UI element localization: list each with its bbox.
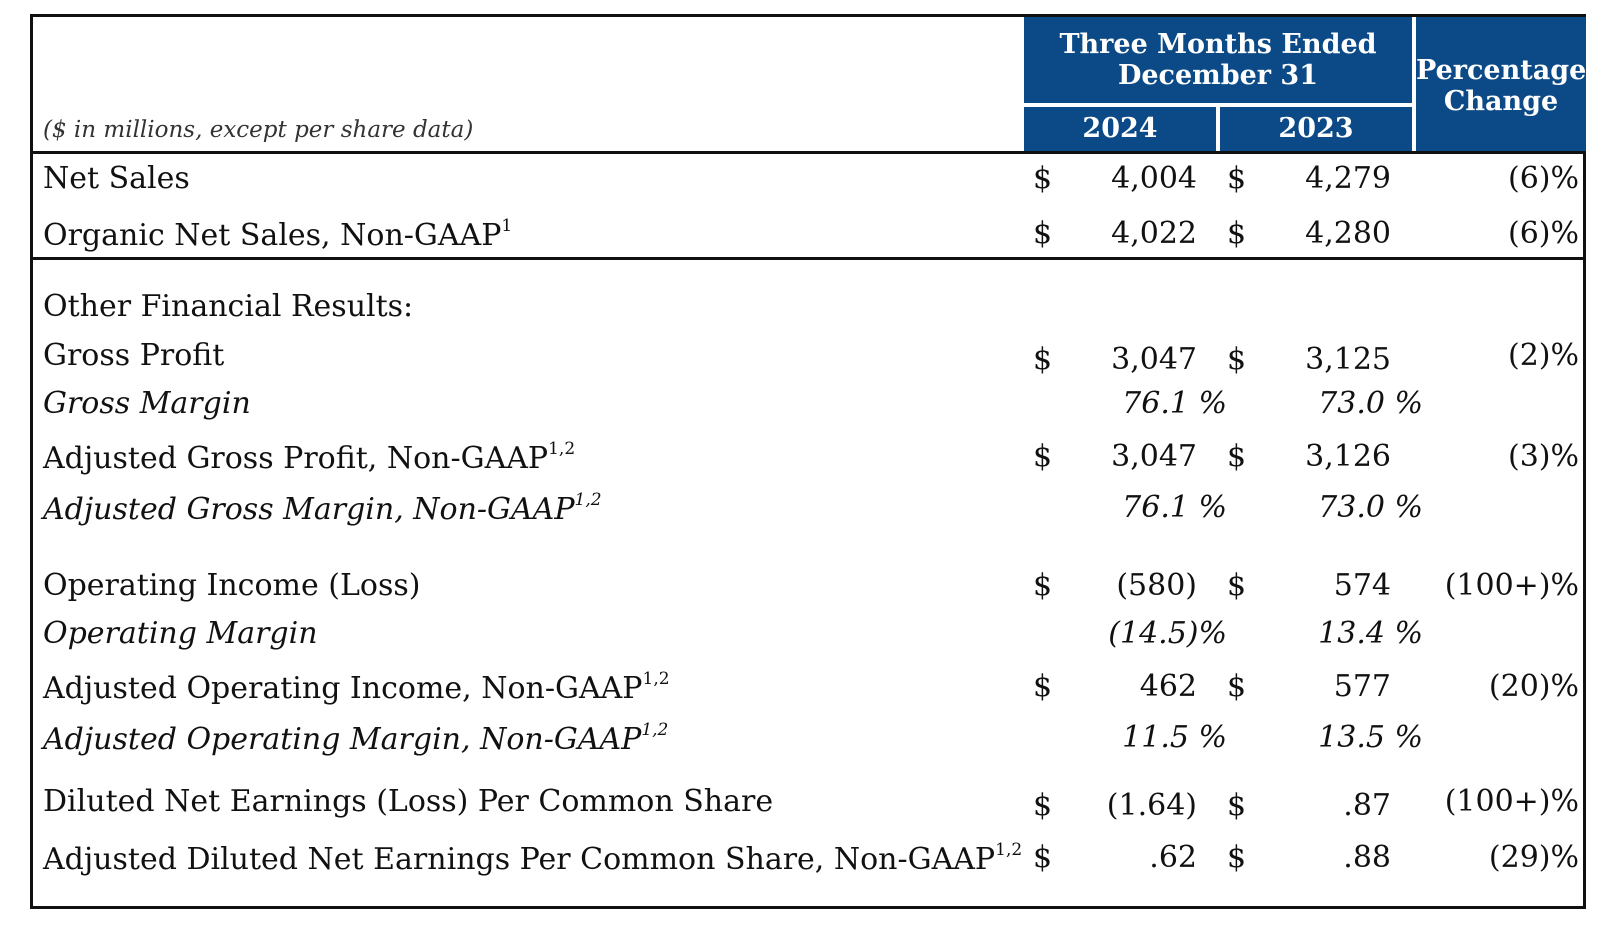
margin-2024: 76.1 % [1122,490,1227,525]
value-2023: 574 [1333,568,1391,603]
row-label: Adjusted Operating Income, Non-GAAP1,2 [43,669,670,706]
value-2023: .88 [1343,840,1391,875]
row-label: Gross Profit [43,338,225,373]
units-note: ($ in millions, except per share data) [43,117,474,143]
year-2023-header: 2023 [1220,107,1412,151]
percentage-change: (29)% [1488,840,1579,875]
table-row-diluted-eps: Diluted Net Earnings (Loss) Per Common S… [33,784,1583,824]
margin-2024: (14.5)% [1108,616,1227,651]
row-label: Organic Net Sales, Non-GAAP1 [43,216,513,253]
currency-2024: $ [1033,788,1053,823]
financial-results-table: Three Months Ended December 31 2024 2023… [30,14,1586,909]
currency-2023: $ [1227,669,1247,704]
row-label: Net Sales [43,161,190,196]
year-2024-header: 2024 [1024,107,1216,151]
period-header-line2: December 31 [1117,60,1319,91]
row-label: Operating Income (Loss) [43,568,421,603]
value-2024: 3,047 [1111,342,1197,377]
row-label: Operating Margin [43,616,318,651]
currency-2024: $ [1033,669,1053,704]
row-label: Diluted Net Earnings (Loss) Per Common S… [43,784,774,819]
row-label: Adjusted Gross Margin, Non-GAAP1,2 [43,490,602,527]
value-2024: (580) [1116,568,1197,603]
table-row-gross-profit: Gross Profit $ 3,047 $ 3,125 (2)% [33,338,1583,378]
table-row-adj-gross-margin: Adjusted Gross Margin, Non-GAAP1,2 76.1 … [33,490,1583,530]
currency-2023: $ [1227,342,1247,377]
value-2023: 4,279 [1305,161,1391,196]
value-2024: 3,047 [1111,439,1197,474]
value-2023: 4,280 [1305,216,1391,251]
currency-2024: $ [1033,216,1053,251]
margin-2023: 73.0 % [1318,386,1423,421]
section-rule [33,257,1583,260]
row-label: Adjusted Gross Profit, Non-GAAP1,2 [43,439,576,476]
value-2023: .87 [1343,788,1391,823]
percentage-change: (6)% [1507,216,1579,251]
table-row-adj-gross-profit: Adjusted Gross Profit, Non-GAAP1,2 $ 3,0… [33,439,1583,479]
margin-2023: 13.4 % [1318,616,1423,651]
currency-2023: $ [1227,840,1247,875]
footnote-ref: 1,2 [574,490,602,510]
margin-2023: 73.0 % [1318,490,1423,525]
value-2024: 4,022 [1111,216,1197,251]
percentage-change-header: Percentage Change [1416,17,1586,151]
pct-header-line2: Change [1443,86,1559,117]
percentage-change: (20)% [1488,669,1579,704]
section-heading: Other Financial Results: [43,289,414,324]
row-label: Adjusted Diluted Net Earnings Per Common… [43,840,1023,877]
percentage-change: (100+)% [1444,784,1579,819]
percentage-change: (2)% [1507,338,1579,373]
table-row-adj-operating-income: Adjusted Operating Income, Non-GAAP1,2 $… [33,669,1583,709]
value-2023: 3,125 [1305,342,1391,377]
value-2024: (1.64) [1106,788,1197,823]
percentage-change: (3)% [1507,439,1579,474]
footnote-ref: 1,2 [641,720,669,740]
value-2024: 4,004 [1111,161,1197,196]
value-2023: 577 [1333,669,1391,704]
value-2024: 462 [1139,669,1197,704]
currency-2024: $ [1033,568,1053,603]
currency-2023: $ [1227,568,1247,603]
value-2023: 3,126 [1305,439,1391,474]
currency-2023: $ [1227,161,1247,196]
footnote-ref: 1 [501,216,513,236]
row-label: Adjusted Operating Margin, Non-GAAP1,2 [43,720,669,757]
percentage-change: (100+)% [1444,568,1579,603]
row-label: Gross Margin [43,386,251,421]
footnote-ref: 1,2 [995,840,1023,860]
header-rule [33,151,1583,154]
currency-2024: $ [1033,342,1053,377]
period-header: Three Months Ended December 31 [1024,17,1412,103]
footnote-ref: 1,2 [548,439,576,459]
currency-2023: $ [1227,788,1247,823]
margin-2024: 11.5 % [1122,720,1227,755]
margin-2024: 76.1 % [1122,386,1227,421]
table-row-net-sales: Net Sales $ 4,004 $ 4,279 (6)% [33,161,1583,201]
table-row-operating-margin: Operating Margin (14.5)% 13.4 % [33,616,1583,656]
currency-2024: $ [1033,840,1053,875]
pct-header-line1: Percentage [1416,55,1587,86]
currency-2023: $ [1227,216,1247,251]
currency-2024: $ [1033,161,1053,196]
percentage-change: (6)% [1507,161,1579,196]
margin-2023: 13.5 % [1318,720,1423,755]
table-row-organic-net-sales: Organic Net Sales, Non-GAAP1 $ 4,022 $ 4… [33,216,1583,256]
table-row-operating-income: Operating Income (Loss) $ (580) $ 574 (1… [33,568,1583,608]
period-header-line1: Three Months Ended [1059,29,1377,60]
table-row-gross-margin: Gross Margin 76.1 % 73.0 % [33,386,1583,426]
value-2024: .62 [1149,840,1197,875]
table-row-adj-operating-margin: Adjusted Operating Margin, Non-GAAP1,2 1… [33,720,1583,760]
currency-2024: $ [1033,439,1053,474]
table-row-adj-diluted-eps: Adjusted Diluted Net Earnings Per Common… [33,840,1583,880]
currency-2023: $ [1227,439,1247,474]
footnote-ref: 1,2 [642,669,670,689]
